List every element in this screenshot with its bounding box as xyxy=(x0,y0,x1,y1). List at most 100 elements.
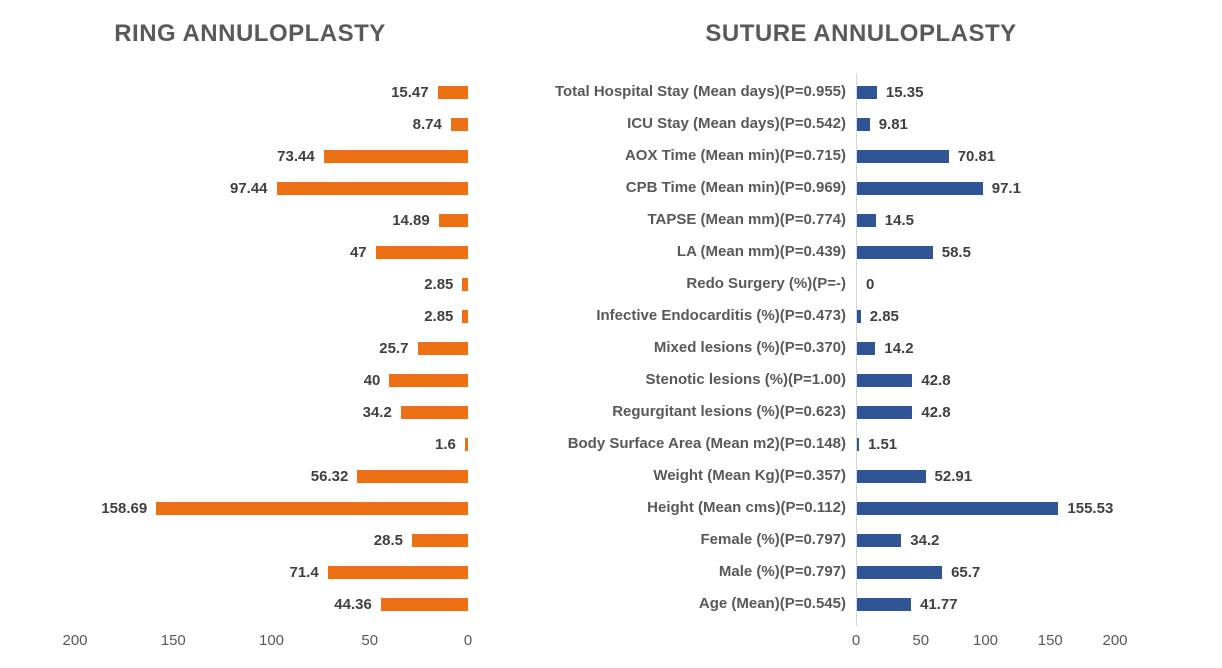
ring-bar-row: 47 xyxy=(0,236,468,268)
suture-bar-row: 97.1 xyxy=(857,172,1222,204)
suture-value-label: 1.51 xyxy=(867,435,898,453)
category-label: Infective Endocarditis (%)(P=0.473) xyxy=(596,307,846,324)
suture-bar-row: 42.8 xyxy=(857,364,1222,396)
ring-value-label: 28.5 xyxy=(373,531,403,549)
left-axis-tick: 200 xyxy=(62,632,88,649)
suture-bar-row: 1.51 xyxy=(857,428,1222,460)
suture-bar xyxy=(857,405,913,419)
suture-bar xyxy=(857,597,912,611)
ring-bar xyxy=(412,533,468,547)
ring-value-label: 25.7 xyxy=(379,339,409,357)
suture-bar xyxy=(857,149,949,163)
suture-bar-row: 9.81 xyxy=(857,108,1222,140)
left-x-axis: 200 150 100 50 0 xyxy=(0,632,472,654)
suture-bar xyxy=(857,565,943,579)
suture-bar-row: 155.53 xyxy=(857,492,1222,524)
ring-bar-row: 2.85 xyxy=(0,268,468,300)
category-label: Stenotic lesions (%)(P=1.00) xyxy=(645,371,846,388)
ring-bar-row: 2.85 xyxy=(0,300,468,332)
category-label: Body Surface Area (Mean m2)(P=0.148) xyxy=(567,435,846,452)
suture-value-label: 42.8 xyxy=(921,403,951,421)
ring-value-label: 158.69 xyxy=(101,499,148,517)
suture-value-label: 34.2 xyxy=(910,531,940,549)
category-label: Regurgitant lesions (%)(P=0.623) xyxy=(612,403,846,420)
suture-value-label: 70.81 xyxy=(957,147,996,165)
category-label: ICU Stay (Mean days)(P=0.542) xyxy=(627,115,846,132)
left-axis-tick: 100 xyxy=(258,632,285,649)
ring-bar xyxy=(323,149,468,163)
ring-value-label: 56.32 xyxy=(310,467,349,485)
ring-value-label: 15.47 xyxy=(391,83,429,101)
suture-bar xyxy=(857,533,902,547)
ring-value-label: 97.44 xyxy=(229,179,268,197)
category-label: CPB Time (Mean min)(P=0.969) xyxy=(625,179,846,196)
ring-bar xyxy=(437,85,468,99)
ring-bar-row: 15.47 xyxy=(0,76,468,108)
suture-value-label: 97.1 xyxy=(991,179,1021,197)
suture-bar-row: 58.5 xyxy=(857,236,1222,268)
suture-bar xyxy=(857,341,876,355)
suture-bar-row: 52.91 xyxy=(857,460,1222,492)
suture-bar xyxy=(857,501,1059,515)
ring-bar xyxy=(380,597,468,611)
category-label: Height (Mean cms)(P=0.112) xyxy=(647,499,846,516)
suture-bar xyxy=(857,373,913,387)
suture-bar-row: 34.2 xyxy=(857,524,1222,556)
ring-value-label: 1.6 xyxy=(435,435,456,453)
right-axis-tick: 0 xyxy=(851,632,861,649)
ring-bar-row: 14.89 xyxy=(0,204,468,236)
suture-value-label: 15.35 xyxy=(885,83,924,101)
ring-value-label: 71.4 xyxy=(289,563,319,581)
ring-bar-row: 25.7 xyxy=(0,332,468,364)
suture-bar-row: 65.7 xyxy=(857,556,1222,588)
ring-bar xyxy=(438,213,468,227)
suture-value-label: 9.81 xyxy=(878,115,908,133)
ring-bar-row: 8.74 xyxy=(0,108,468,140)
suture-bar-row: 0 xyxy=(857,268,1222,300)
left-axis-tick: 0 xyxy=(463,632,473,649)
category-label: TAPSE (Mean mm)(P=0.774) xyxy=(647,211,846,228)
ring-bar xyxy=(375,245,468,259)
suture-value-label: 41.77 xyxy=(920,595,958,613)
suture-bar-row: 42.8 xyxy=(857,396,1222,428)
suture-bar-row: 14.5 xyxy=(857,204,1222,236)
suture-value-label: 14.2 xyxy=(884,339,914,357)
ring-value-label: 73.44 xyxy=(277,147,315,165)
ring-bar-row: 34.2 xyxy=(0,396,468,428)
right-chart-title: SUTURE ANNULOPLASTY xyxy=(705,20,1017,47)
category-label: Total Hospital Stay (Mean days)(P=0.955) xyxy=(554,83,846,100)
category-label: AOX Time (Mean min)(P=0.715) xyxy=(624,147,846,164)
left-axis-tick: 150 xyxy=(160,632,186,649)
ring-bar-row: 44.36 xyxy=(0,588,468,620)
suture-bar xyxy=(857,117,870,131)
ring-bar xyxy=(417,341,468,355)
right-axis-tick: 150 xyxy=(1037,632,1063,649)
suture-bar xyxy=(857,245,933,259)
suture-value-label: 58.5 xyxy=(941,243,971,261)
suture-bar xyxy=(857,85,877,99)
category-label: Male (%)(P=0.797) xyxy=(718,563,846,580)
ring-bar-row: 158.69 xyxy=(0,492,468,524)
ring-bar-row: 56.32 xyxy=(0,460,468,492)
ring-bar xyxy=(450,117,468,131)
ring-value-label: 34.2 xyxy=(362,403,392,421)
ring-bar-row: 1.6 xyxy=(0,428,468,460)
ring-bar-row: 71.4 xyxy=(0,556,468,588)
suture-bars-area: 15.35 9.81 70.81 97.1 14.5 58.5 0 2.85 14.2 42.8 4… xyxy=(857,76,1222,620)
ring-value-label: 40 xyxy=(363,371,381,389)
category-label: Female (%)(P=0.797) xyxy=(700,531,846,548)
suture-value-label: 2.85 xyxy=(869,307,899,325)
left-axis-tick: 50 xyxy=(361,632,379,649)
ring-value-label: 44.36 xyxy=(334,595,372,613)
ring-value-label: 47 xyxy=(349,243,367,261)
ring-bar xyxy=(389,373,468,387)
right-axis-zero-line xyxy=(856,74,857,626)
suture-value-label: 52.91 xyxy=(934,467,973,485)
suture-bar xyxy=(857,309,861,323)
suture-value-label: 42.8 xyxy=(921,371,951,389)
suture-value-label: 14.5 xyxy=(884,211,914,229)
ring-bar xyxy=(276,181,468,195)
right-x-axis: 0 50 100 150 200 xyxy=(852,632,1156,654)
category-label: Age (Mean)(P=0.545) xyxy=(698,595,846,612)
